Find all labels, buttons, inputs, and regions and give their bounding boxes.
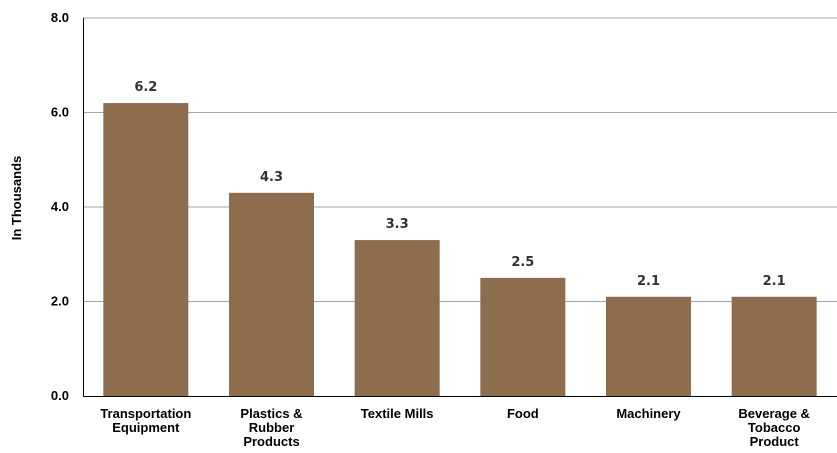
category-label-line: Products bbox=[243, 434, 299, 449]
category-label: Transportation Equipment bbox=[100, 406, 191, 435]
bar bbox=[354, 240, 440, 396]
y-axis-label: In Thousands bbox=[9, 156, 24, 241]
data-label: 2.1 bbox=[637, 274, 660, 289]
data-label: 4.3 bbox=[260, 170, 283, 185]
axes bbox=[83, 18, 837, 397]
data-label: 2.5 bbox=[511, 255, 534, 270]
bar bbox=[606, 296, 691, 396]
category-label: Plastics & Rubber Products bbox=[240, 406, 302, 449]
category-label-line: Beverage & bbox=[738, 406, 810, 421]
category-label-line: Textile Mills bbox=[361, 406, 434, 421]
category-label-line: Food bbox=[507, 406, 539, 421]
category-label-line: Plastics & bbox=[240, 406, 302, 421]
bar bbox=[103, 103, 189, 397]
y-tick-labels: 0.0 2.0 4.0 6.0 8.0 bbox=[51, 10, 69, 403]
bar bbox=[229, 192, 314, 396]
y-tick-label: 0.0 bbox=[51, 388, 69, 403]
gridlines bbox=[83, 17, 837, 302]
y-tick-label: 8.0 bbox=[51, 10, 69, 25]
category-label-line: Product bbox=[750, 434, 800, 449]
category-label-line: Tobacco bbox=[748, 420, 801, 435]
y-tick-label: 2.0 bbox=[51, 294, 69, 309]
y-tick-label: 4.0 bbox=[51, 199, 69, 214]
bar bbox=[480, 277, 566, 396]
bar bbox=[731, 296, 817, 396]
category-label: Beverage & Tobacco Product bbox=[738, 406, 810, 449]
category-label-line: Transportation bbox=[100, 406, 191, 421]
category-label-line: Rubber bbox=[249, 420, 295, 435]
bars bbox=[103, 103, 817, 397]
data-label: 3.3 bbox=[386, 217, 409, 232]
category-label: Food bbox=[507, 406, 539, 421]
category-label-line: Machinery bbox=[616, 406, 681, 421]
data-labels: 6.2 4.3 3.3 2.5 2.1 2.1 bbox=[134, 80, 785, 289]
category-label: Textile Mills bbox=[361, 406, 434, 421]
y-tick-label: 6.0 bbox=[51, 105, 69, 120]
category-label: Machinery bbox=[616, 406, 681, 421]
data-label: 2.1 bbox=[763, 274, 786, 289]
data-label: 6.2 bbox=[134, 80, 157, 95]
category-label-line: Equipment bbox=[112, 420, 180, 435]
